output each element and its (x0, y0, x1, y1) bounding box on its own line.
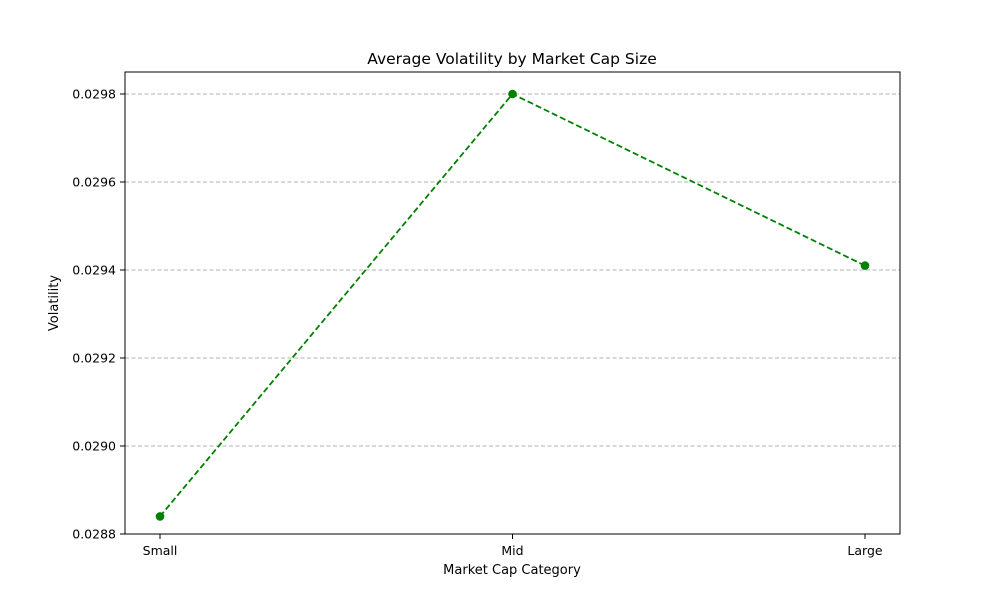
x-axis-label: Market Cap Category (443, 563, 581, 578)
series-layer (155, 89, 870, 521)
data-point-large (860, 261, 870, 270)
x-tick-label: Large (847, 543, 882, 558)
x-tick-label: Mid (501, 543, 523, 558)
data-point-small (155, 512, 165, 521)
y-axis-label: Volatility (47, 275, 62, 331)
series-line (159, 92, 866, 517)
plot-area-frame (124, 71, 901, 535)
x-axis-ticks: Small Mid Large (143, 534, 883, 558)
y-tick-label: 0.0296 (72, 175, 116, 190)
y-axis-ticks: 0.0288 0.0290 0.0292 0.0294 0.0296 0.0298 (72, 87, 125, 542)
x-tick-label: Small (143, 543, 178, 558)
y-tick-label: 0.0290 (72, 439, 116, 454)
y-tick-label: 0.0288 (72, 527, 116, 542)
y-tick-label: 0.0298 (72, 87, 116, 102)
data-point-mid (508, 89, 517, 99)
grid-lines (125, 93, 900, 535)
chart-title: Average Volatility by Market Cap Size (367, 50, 657, 68)
y-tick-label: 0.0294 (72, 263, 116, 278)
y-tick-label: 0.0292 (72, 351, 116, 366)
